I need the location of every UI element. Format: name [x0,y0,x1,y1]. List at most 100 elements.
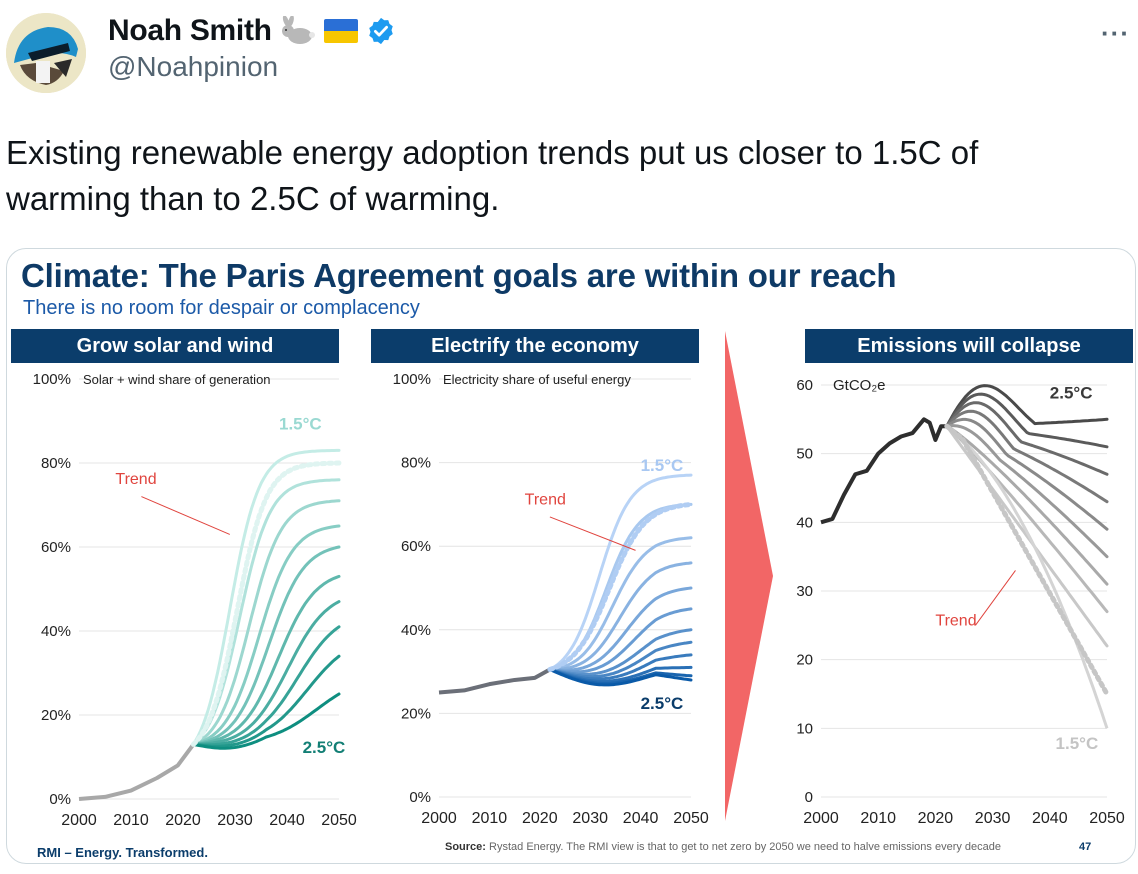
y-tick-label: 50 [796,446,813,463]
trend-label: Trend [525,491,566,508]
scenario-line [548,561,693,671]
history-line [820,417,947,525]
tweet-author: Noah Smith 🐇 🇺🇦 [108,13,396,83]
y-axis-label: Solar + wind share of generation [83,372,271,387]
scenario-line [191,574,341,746]
scenario-line [191,499,341,746]
scenario-line [945,401,1109,476]
x-tick-label: 2000 [803,810,839,827]
scenario-line [548,536,693,671]
y-tick-label: 0% [49,791,71,808]
trend-line [944,423,1110,697]
author-name[interactable]: Noah Smith [108,14,272,47]
history-line [438,667,551,695]
x-tick-label: 2030 [975,810,1011,827]
chart-solar-wind: 0% 20% 40% 60% 80% 100% 2000 2010 2020 2030 2040 20… [33,371,357,829]
trend-label: Trend [115,471,156,488]
x-tick-label: 2020 [165,812,201,829]
y-axis-label: GtCO₂e [833,377,886,394]
trend-line [190,460,342,747]
y-tick-label: 40 [796,514,813,531]
scenario-line-1-5c [945,425,1109,729]
y-tick-label: 40% [41,623,71,640]
scenario-line [548,473,693,671]
x-tick-label: 2050 [673,810,709,827]
x-tick-label: 2040 [269,812,305,829]
scenario-line [191,692,341,750]
y-tick-label: 80% [41,455,71,472]
y-tick-label: 0 [805,789,813,806]
panel-header-electrify: Electrify the economy [371,329,699,363]
y-tick-label: 60 [796,377,813,394]
x-tick-label: 2040 [623,810,659,827]
scenario-line [945,424,1109,586]
rabbit-emoji-icon: 🐇 [280,16,316,46]
author-avatar[interactable] [6,13,86,93]
avatar-image [6,13,86,93]
more-options-icon[interactable]: ··· [1101,18,1130,48]
verified-badge-icon[interactable] [366,16,396,46]
ukraine-flag-icon: 🇺🇦 [323,19,358,43]
y-tick-label: 100% [33,371,71,388]
x-tick-label: 2010 [113,812,149,829]
scenario-line [191,448,341,746]
trend-pointer [549,516,636,551]
history-line [78,743,196,801]
x-tick-label: 2050 [1089,810,1125,827]
scenario-line [191,600,341,746]
scenario-line [945,417,1109,531]
x-tick-label: 2010 [860,810,896,827]
label-1-5c: 1.5°C [1056,734,1099,753]
scenario-line [191,654,341,748]
slide-page-number: 47 [1079,841,1092,853]
y-tick-label: 10 [796,720,813,737]
trend-pointer [975,570,1016,626]
author-handle[interactable]: @Noahpinion [108,51,279,82]
scenario-line [548,668,693,687]
scenario-line [945,424,1109,648]
chart-electrification: 0% 20% 40% 60% 80% 100% 2000 2010 2020 2030 2040 20… [393,371,709,827]
trend-label: Trend [935,612,976,629]
x-tick-label: 2040 [1032,810,1068,827]
x-tick-label: 2050 [321,812,357,829]
y-axis-label: Electricity share of useful energy [443,372,631,387]
scenario-line [191,524,341,746]
trend-line [547,501,694,672]
x-tick-label: 2010 [472,810,508,827]
x-tick-label: 2000 [61,812,97,829]
scenario-line [548,607,693,674]
tweet-media-image[interactable]: Climate: The Paris Agreement goals are w… [6,248,1136,864]
transition-arrow [725,331,773,821]
y-tick-label: 60% [401,538,431,555]
y-tick-label: 20% [41,707,71,724]
label-2-5c: 2.5°C [641,694,684,713]
scenario-line [191,478,341,746]
scenario-line [945,409,1109,504]
slide-subtitle: There is no room for despair or complace… [23,297,420,319]
x-tick-label: 2030 [217,812,253,829]
x-tick-label: 2020 [918,810,954,827]
scenario-line [191,625,341,747]
slide-title: Climate: The Paris Agreement goals are w… [21,257,897,294]
y-tick-label: 20 [796,652,813,669]
y-tick-label: 40% [401,622,431,639]
slide-source: Source: Rystad Energy. The RMI view is t… [445,841,1002,853]
label-2-5c: 2.5°C [303,738,346,757]
y-tick-label: 60% [41,539,71,556]
y-tick-label: 30 [796,583,813,600]
scenario-line [945,424,1109,559]
y-tick-label: 20% [401,705,431,722]
scenario-line [191,545,341,746]
label-1-5c: 1.5°C [279,414,322,433]
label-1-5c: 1.5°C [641,456,684,475]
tweet-text: Existing renewable energy adoption trend… [6,134,979,217]
y-tick-label: 80% [401,455,431,472]
x-tick-label: 2030 [572,810,608,827]
scenario-line [945,392,1109,449]
label-2-5c: 2.5°C [1050,384,1093,403]
trend-pointer [141,496,230,535]
y-tick-label: 0% [409,789,431,806]
x-tick-label: 2000 [421,810,457,827]
y-tick-label: 100% [393,371,431,388]
